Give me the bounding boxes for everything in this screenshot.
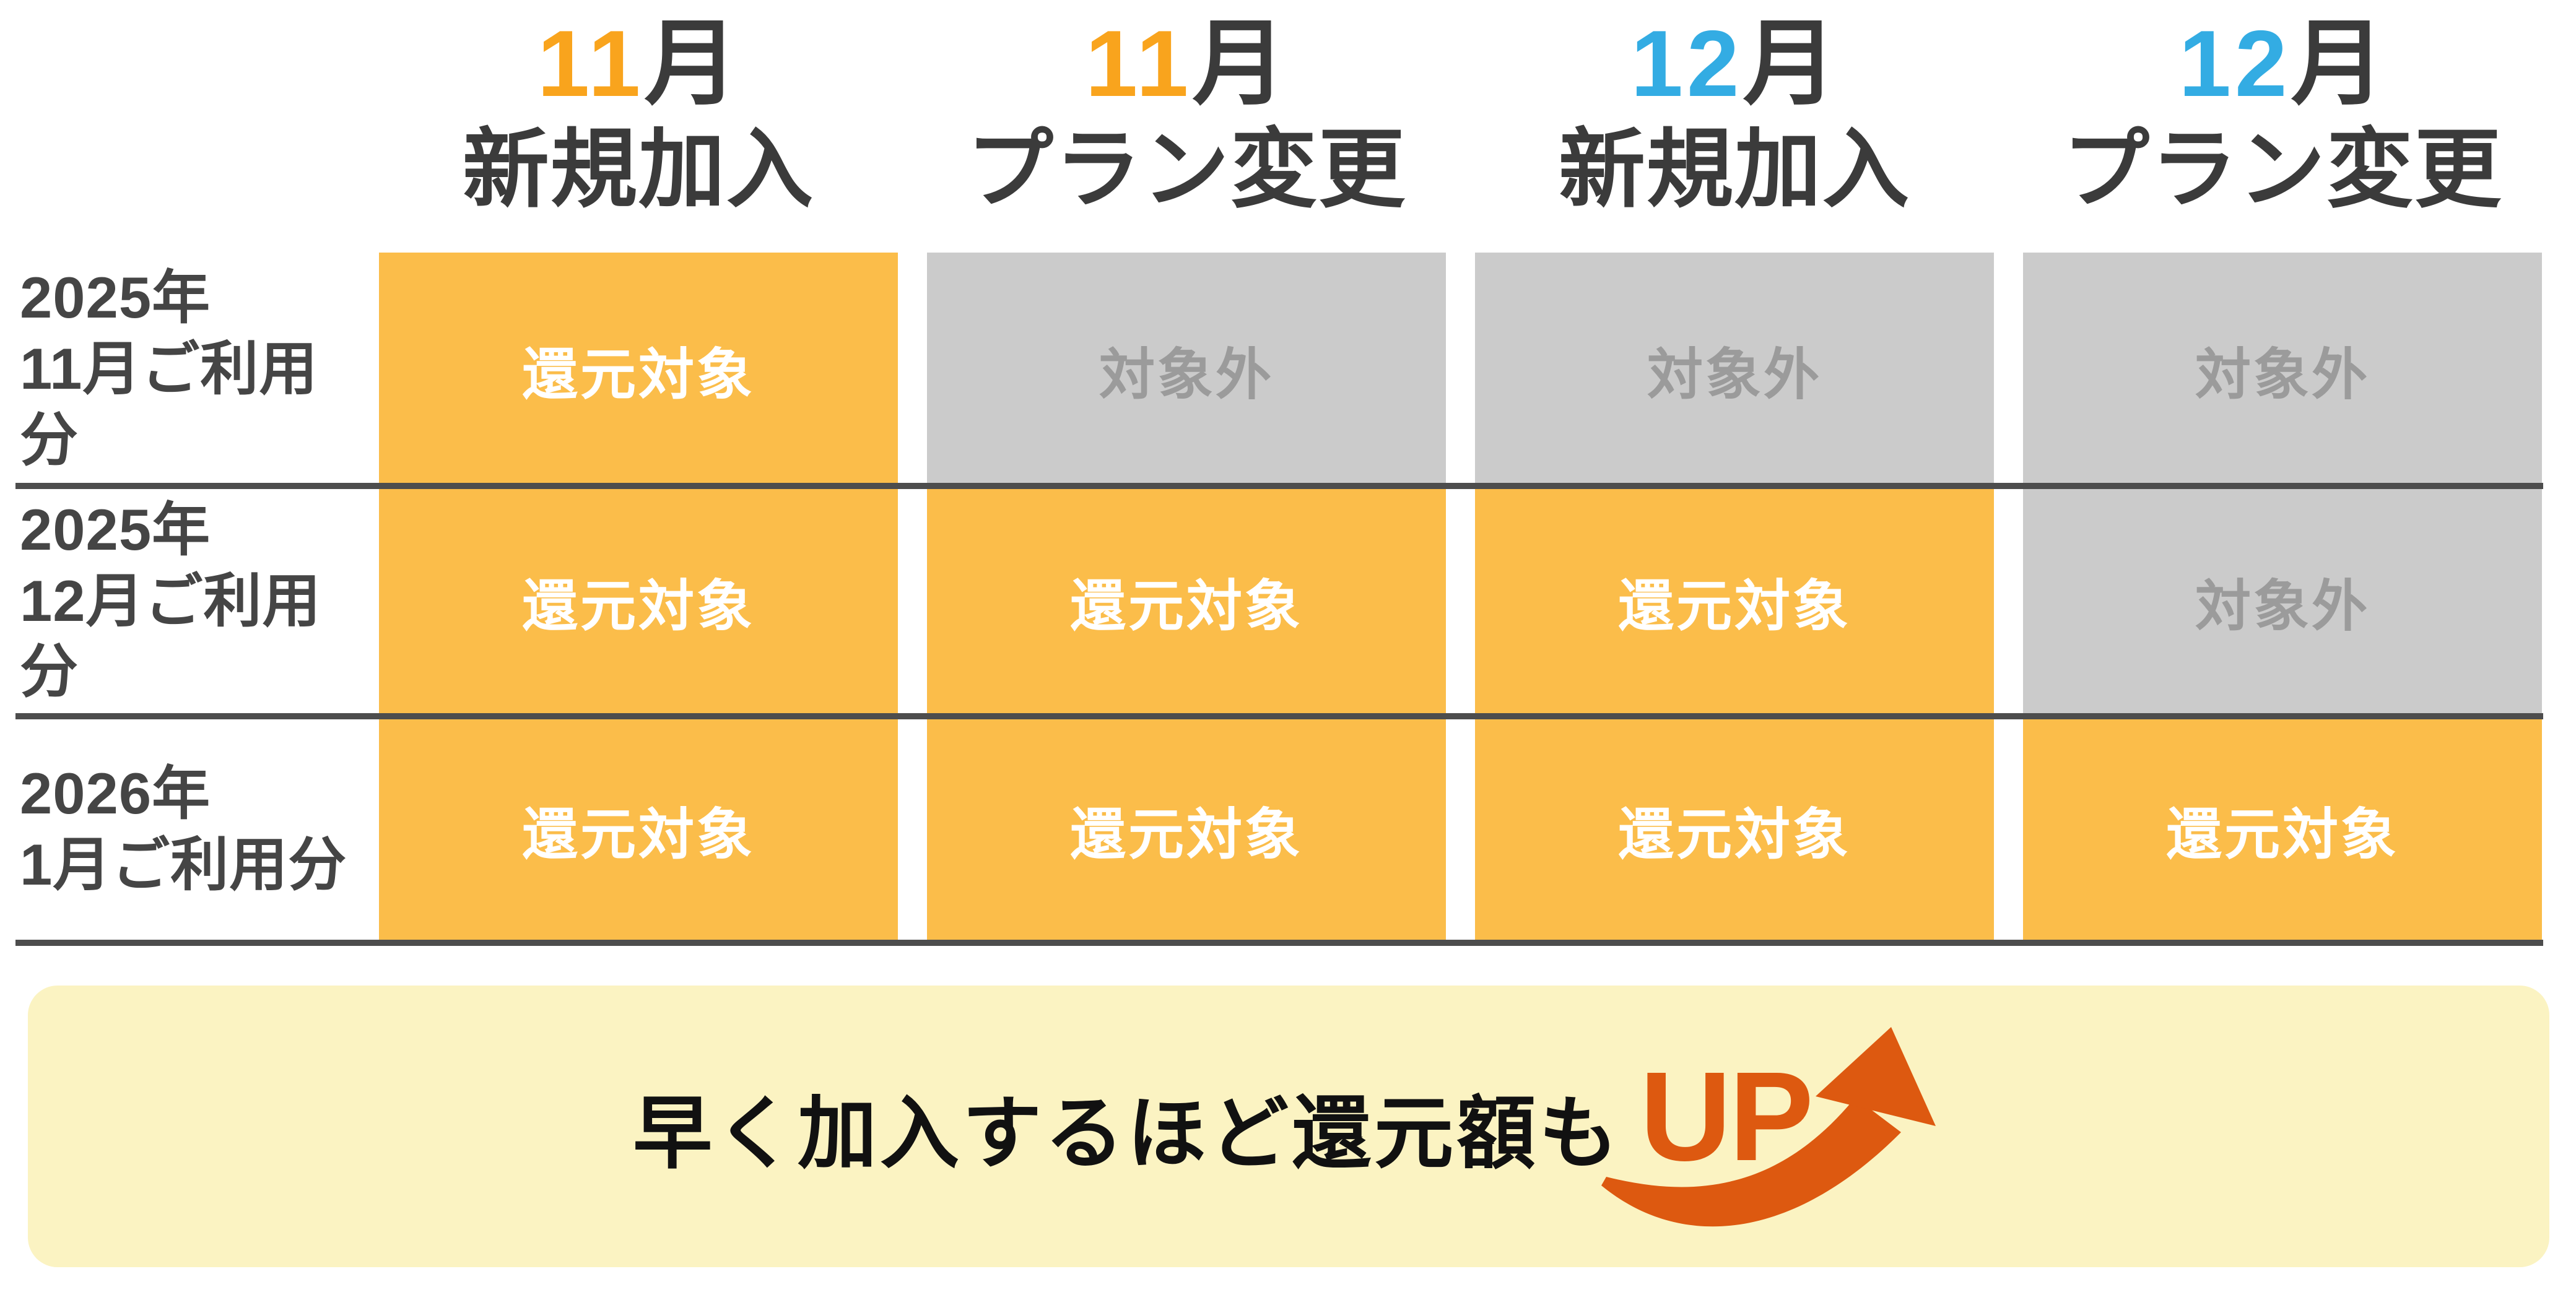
cell-text: 対象外 (1099, 344, 1274, 406)
table-cell-r3c2: 還元対象 (927, 716, 1446, 943)
cell-text: 還元対象 (1618, 576, 1851, 638)
row-divider-1 (15, 483, 2543, 489)
row-label-period: 1月ご利用分 (20, 832, 347, 897)
table-cell-r2c4: 対象外 (2023, 486, 2542, 716)
table-cell-r1c2: 対象外 (927, 253, 1446, 486)
table-cell-r2c2: 還元対象 (927, 486, 1446, 716)
cell-text: 還元対象 (522, 344, 755, 406)
month-number: 11 (537, 11, 645, 116)
month-unit: 月 (1192, 11, 1288, 116)
cell-text: 還元対象 (1070, 576, 1303, 638)
month-number: 11 (1085, 11, 1193, 116)
promo-banner: 早く加入するほど還元額も UP (28, 986, 2549, 1267)
table-cell-r2c3: 還元対象 (1475, 486, 1994, 716)
row-label-2026-01: 2026年 1月ご利用分 (20, 716, 376, 943)
column-header-nov-new: 11月 新規加入 (379, 9, 898, 248)
column-header-month: 12月 (2023, 9, 2542, 119)
table-cell-r3c1: 還元対象 (379, 716, 898, 943)
table-cell-r1c1: 還元対象 (379, 253, 898, 486)
column-header-month: 12月 (1475, 9, 1994, 119)
table-cell-r1c4: 対象外 (2023, 253, 2542, 486)
promo-banner-content: 早く加入するほど還元額も UP (633, 1012, 1944, 1241)
column-header-dec-new: 12月 新規加入 (1475, 9, 1994, 248)
row-label-year: 2025年 (20, 265, 211, 331)
cell-text: 対象外 (1647, 344, 1822, 406)
cell-text: 還元対象 (1070, 804, 1303, 866)
promo-banner-text: 早く加入するほど還元額も (633, 1090, 1622, 1178)
row-label-2025-12: 2025年 12月ご利用分 (20, 486, 376, 716)
column-header-nov-planchange: 11月 プラン変更 (927, 9, 1446, 248)
table-cell-r3c3: 還元対象 (1475, 716, 1994, 943)
row-label-period: 12月ご利用分 (20, 568, 321, 704)
month-unit: 月 (644, 11, 740, 116)
row-label-year: 2025年 (20, 496, 211, 562)
month-number: 12 (1630, 11, 1743, 116)
table-cell-r3c4: 還元対象 (2023, 716, 2542, 943)
column-header-type: プラン変更 (2062, 121, 2502, 219)
up-label: UP (1640, 1046, 1814, 1187)
column-header-month: 11月 (927, 9, 1446, 119)
month-unit: 月 (2291, 11, 2387, 116)
row-divider-2 (15, 713, 2543, 719)
row-label-2025-11: 2025年 11月ご利用分 (20, 253, 376, 486)
cell-text: 対象外 (2195, 576, 2370, 638)
row-label-year: 2026年 (20, 761, 211, 826)
table-cell-r1c3: 対象外 (1475, 253, 1994, 486)
cell-text: 還元対象 (522, 576, 755, 638)
cell-text: 還元対象 (522, 804, 755, 866)
column-header-month: 11月 (379, 9, 898, 119)
row-divider-3 (15, 940, 2543, 946)
month-number: 12 (2178, 11, 2291, 116)
column-header-type: 新規加入 (462, 121, 814, 219)
row-label-period: 11月ご利用分 (20, 336, 318, 472)
cell-text: 対象外 (2195, 344, 2370, 406)
curved-up-arrow-icon (1601, 1026, 1936, 1226)
table-cell-r2c1: 還元対象 (379, 486, 898, 716)
column-header-dec-planchange: 12月 プラン変更 (2023, 9, 2542, 248)
column-header-type: 新規加入 (1558, 121, 1910, 219)
month-unit: 月 (1743, 11, 1838, 116)
column-header-type: プラン変更 (966, 121, 1406, 219)
cell-text: 還元対象 (1618, 804, 1851, 866)
cell-text: 還元対象 (2166, 804, 2399, 866)
